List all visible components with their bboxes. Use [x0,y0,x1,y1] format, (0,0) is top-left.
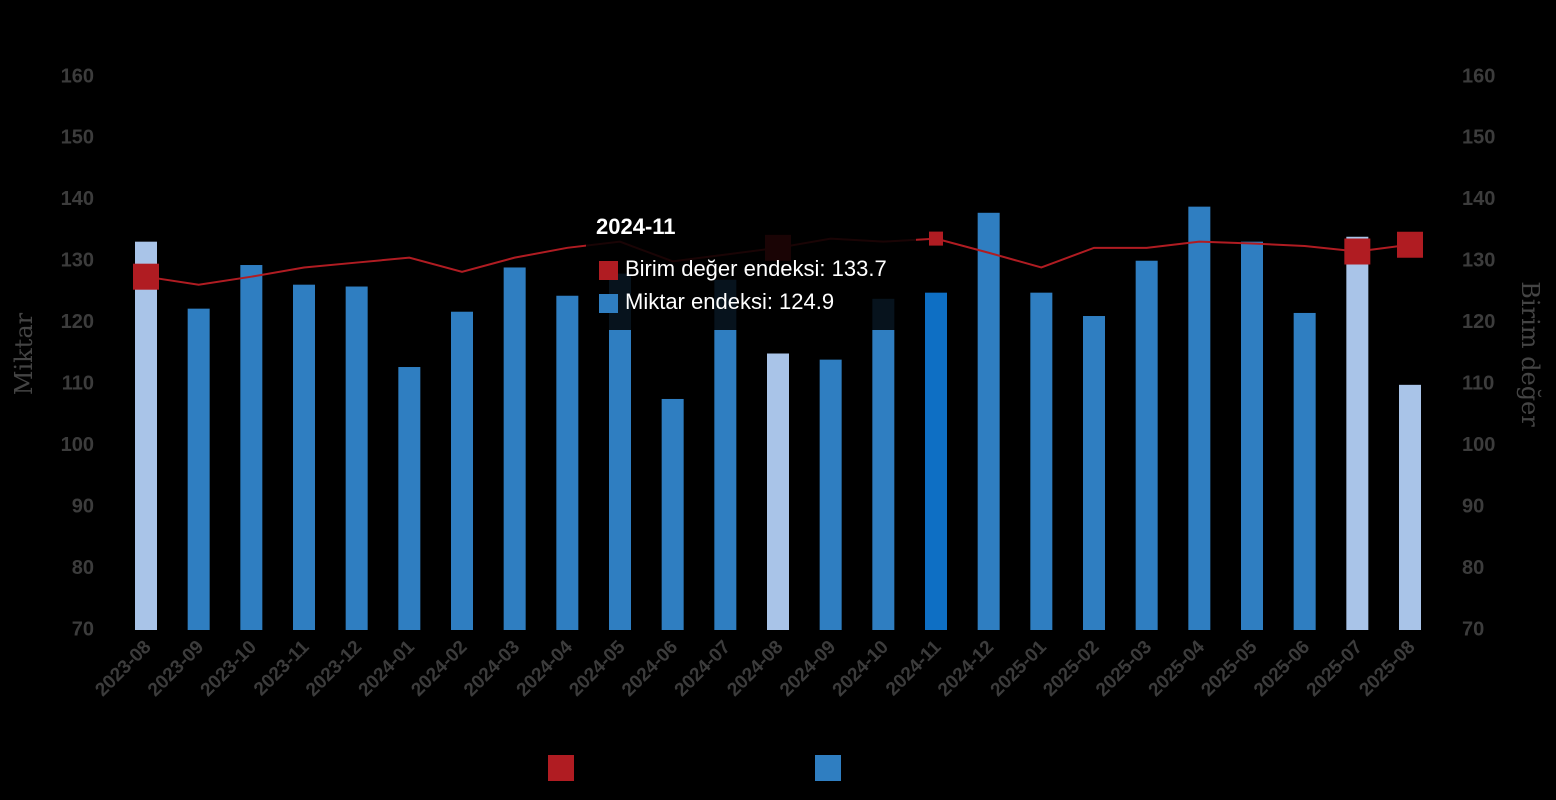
y2-tick-label: 140 [1462,188,1495,210]
y-tick-label: 130 [61,250,94,272]
y2-tick-label: 90 [1462,495,1484,517]
tooltip-swatch [599,294,618,313]
bar [1135,260,1158,630]
bar [1399,384,1421,630]
bar [819,359,842,630]
bar [503,267,526,630]
x-tick-label: 2023-09 [144,637,208,701]
bar [345,286,368,630]
bar [398,367,421,630]
x-tick-label: 2025-07 [1303,637,1367,701]
x-tick-label: 2023-12 [302,637,366,701]
bar [293,284,315,630]
bar [451,311,473,630]
bar [1346,236,1369,630]
x-tick-label: 2025-08 [1355,637,1419,701]
y2-tick-label: 160 [1462,65,1495,87]
legend-label: Miktar endeksi [849,757,978,779]
x-tick-label: 2023-11 [250,636,314,700]
x-tick-label: 2024-12 [934,637,998,701]
y-tick-label: 80 [72,557,94,579]
legend-swatch [815,755,841,781]
bar [925,292,947,630]
y-tick-label: 120 [61,311,94,333]
x-tick-label: 2024-05 [565,636,629,700]
y2-tick-label: 110 [1462,373,1494,395]
x-tick-label: 2024-08 [723,637,787,701]
bar [135,241,157,630]
y-tick-label: 110 [62,373,94,395]
x-tick-label: 2024-07 [671,637,735,701]
legend-swatch [548,755,574,781]
tooltip-title: 2024-11 [596,214,676,239]
x-tick-label: 2024-01 [355,636,419,700]
x-tick-label: 2023-08 [91,637,155,701]
x-tick-label: 2025-01 [987,636,1051,700]
marker [1397,231,1423,258]
bar [1030,292,1053,630]
bar [1241,241,1263,630]
tooltip-row: Miktar endeksi: 124.9 [625,289,834,314]
marker [133,263,159,290]
legend-label: Birim değer endeksi [582,757,759,779]
bar [767,353,789,630]
x-tick-label: 2024-10 [829,637,893,701]
y2-tick-label: 130 [1462,250,1495,272]
y-axis-title: Miktar [10,312,38,395]
bar [661,398,684,630]
x-tick-label: 2024-02 [407,637,471,701]
marker [929,231,943,246]
y-tick-label: 90 [72,495,94,517]
y-tick-label: 140 [61,188,94,210]
y2-tick-label: 70 [1462,618,1484,640]
tooltip-box [586,208,916,330]
tooltip-row: Birim değer endeksi: 133.7 [625,256,887,281]
x-tick-label: 2025-05 [1197,636,1261,700]
x-tick-label: 2025-06 [1250,637,1314,701]
y2-tick-label: 80 [1462,557,1484,579]
x-tick-label: 2025-02 [1039,637,1103,701]
bar [872,298,895,630]
y2-tick-label: 100 [1462,434,1495,456]
y-tick-label: 150 [61,127,94,149]
x-tick-label: 2024-09 [776,637,840,701]
y-tick-label: 70 [72,618,94,640]
y-tick-label: 160 [61,65,94,87]
bar [240,265,263,630]
bar [977,212,1000,630]
x-tick-label: 2025-04 [1145,636,1209,700]
x-tick-label: 2024-04 [513,636,577,700]
tooltip-swatch [599,261,618,280]
y2-tick-label: 150 [1462,127,1495,149]
bar [609,273,631,630]
bar [556,295,579,630]
bar [1188,206,1211,631]
x-tick-label: 2024-03 [460,637,524,701]
marker [1344,238,1371,265]
x-tick-label: 2024-11 [882,636,946,700]
y2-tick-label: 120 [1462,311,1495,333]
bar [1083,316,1105,630]
bar [187,308,210,630]
y-tick-label: 100 [61,434,94,456]
y2-axis-title: Birim değer [1516,281,1544,427]
bar [714,279,737,630]
x-tick-label: 2025-03 [1092,637,1156,701]
bar [1293,312,1316,630]
x-tick-label: 2024-06 [618,637,682,701]
x-tick-label: 2023-10 [197,637,261,701]
